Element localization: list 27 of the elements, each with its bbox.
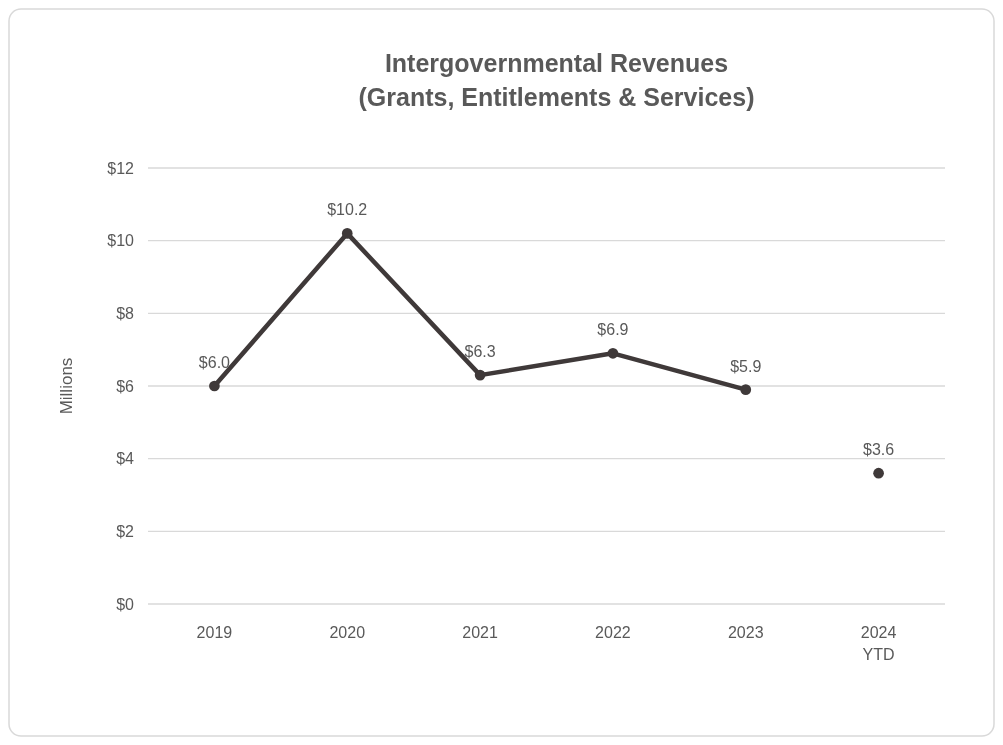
point (209, 380, 220, 392)
data-label: $5.9 (730, 357, 762, 375)
data-label: $3.6 (863, 441, 895, 459)
x-tick-label: 2023 (727, 624, 764, 641)
x-tick-label: 2020 (329, 624, 366, 641)
data-label: $6.9 (597, 321, 629, 339)
x-tick-label: 2024 YTD (860, 624, 897, 663)
y-tick-label: $2 (116, 522, 135, 540)
data-label: $10.2 (327, 201, 368, 219)
y-tick-label: $0 (116, 595, 135, 613)
y-axis-title: Millions (57, 357, 76, 415)
x-tick-label: 2022 (595, 624, 631, 641)
point (474, 369, 486, 381)
y-tick-label: $6 (116, 377, 135, 395)
data-label: $6.0 (198, 354, 231, 371)
chart-title: Intergovernmental Revenues (Grants, Entitlements & Services) (358, 49, 755, 111)
point (740, 384, 752, 395)
y-tick-label: $12 (107, 159, 135, 177)
x-tick-label: 2019 (196, 624, 233, 641)
y-tick-label: $10 (107, 232, 135, 250)
point (873, 467, 884, 479)
x-tick-label: 2021 (462, 624, 498, 641)
y-tick-label: $8 (116, 304, 135, 322)
data-label: $6.3 (464, 343, 496, 361)
point (341, 228, 353, 239)
point (607, 347, 619, 359)
y-tick-label: $4 (116, 450, 135, 468)
